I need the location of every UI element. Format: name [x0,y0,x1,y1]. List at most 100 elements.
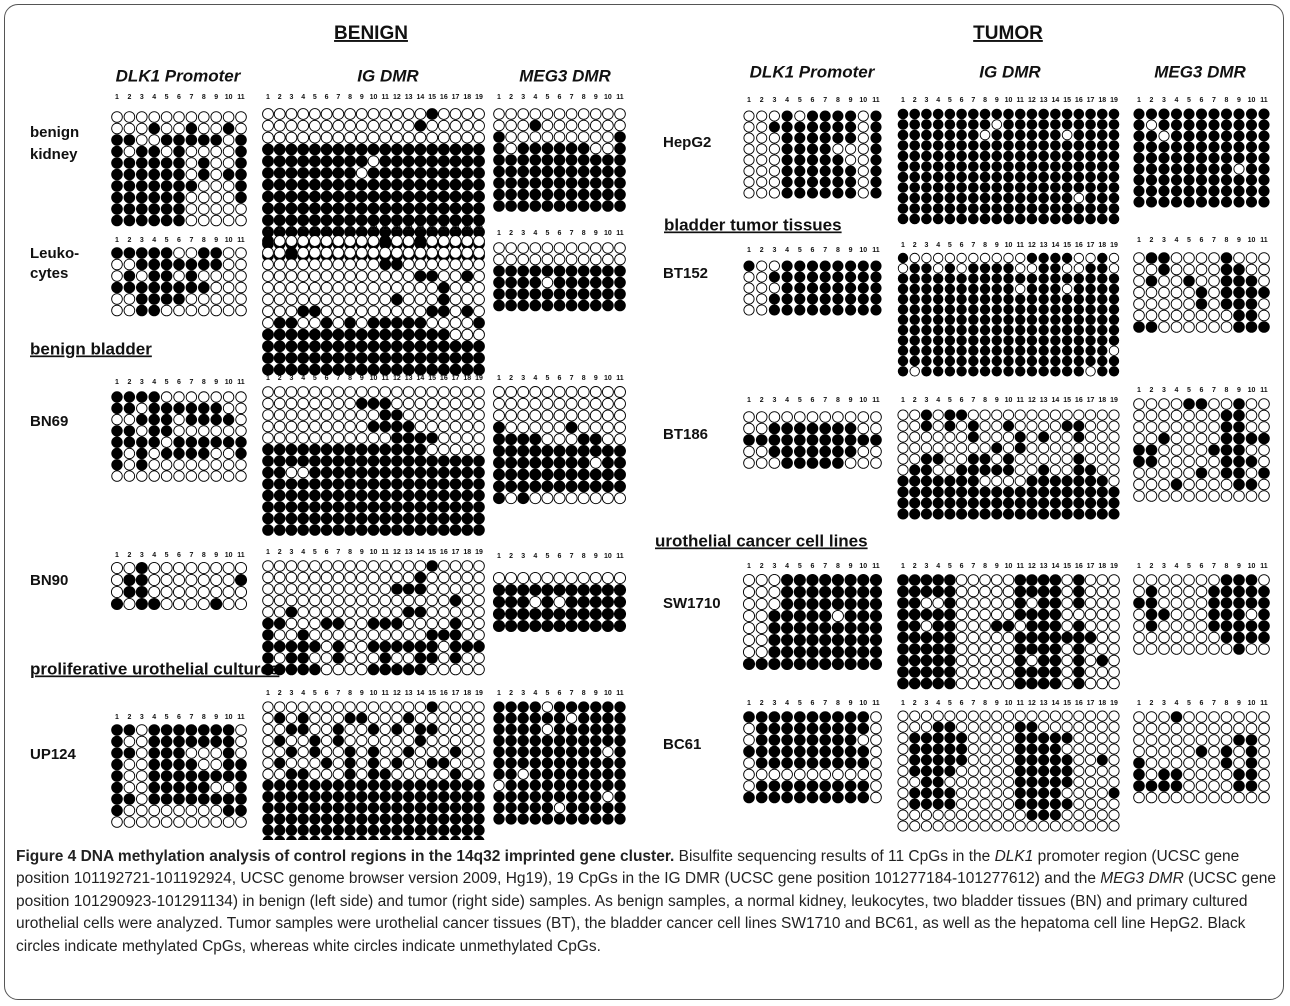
unmethylated-cpg [309,757,321,769]
unmethylated-cpg [449,397,462,410]
unmethylated-cpg [920,597,933,609]
methylated-cpg [1170,711,1183,723]
methylated-cpg [602,154,614,166]
methylated-cpg [819,304,831,316]
methylated-cpg [1003,108,1014,120]
methylated-cpg [979,150,991,162]
methylated-cpg [831,633,844,647]
methylated-cpg [991,294,1002,305]
unmethylated-cpg [1026,654,1038,667]
methylated-cpg [505,746,517,758]
unmethylated-cpg [320,594,333,607]
methylated-cpg [794,734,806,746]
methylated-cpg [1133,455,1145,468]
unmethylated-cpg [920,710,932,722]
unmethylated-cpg [1133,574,1145,586]
methylated-cpg [505,177,517,189]
sample-label: kidney [30,146,78,163]
methylated-cpg [111,180,123,192]
cpg-number: 8 [202,237,206,244]
cpg-number: 11 [1260,563,1268,570]
methylated-cpg [320,167,333,179]
unmethylated-cpg [932,809,944,821]
methylated-cpg [819,597,832,611]
methylated-cpg [379,443,392,456]
cpg-number: 13 [405,549,413,556]
unmethylated-cpg [781,411,793,423]
methylated-cpg [517,165,530,178]
methylated-cpg [1061,171,1073,183]
methylated-cpg [1073,324,1085,336]
unmethylated-cpg [553,409,566,422]
unmethylated-cpg [309,712,321,724]
methylated-cpg [492,607,506,621]
unmethylated-cpg [589,492,602,505]
cpg-number: 7 [971,97,975,104]
unmethylated-cpg [1085,787,1097,799]
unmethylated-cpg [967,631,980,644]
methylated-cpg [379,363,392,376]
methylated-cpg [332,512,345,525]
methylated-cpg [297,489,309,502]
methylated-cpg [806,110,819,122]
methylated-cpg [1003,171,1014,183]
methylated-cpg [403,779,415,792]
unmethylated-cpg [1108,409,1120,421]
unmethylated-cpg [493,386,505,398]
methylated-cpg [309,640,321,653]
methylated-cpg [308,328,321,341]
methylated-cpg [870,304,882,316]
unmethylated-cpg [437,246,450,259]
methylated-cpg [1050,263,1061,274]
methylated-cpg [921,129,932,141]
methylated-cpg [991,273,1002,284]
methylated-cpg [602,165,614,178]
cpg-number: 3 [140,237,144,244]
methylated-cpg [565,200,578,212]
methylated-cpg [781,757,793,769]
methylated-cpg [1096,182,1108,193]
methylated-cpg [473,155,485,168]
methylated-cpg [857,573,870,587]
methylated-cpg [1026,732,1038,744]
unmethylated-cpg [909,820,921,832]
methylated-cpg [932,497,944,509]
methylated-cpg [1049,809,1061,821]
unmethylated-cpg [148,447,160,460]
unmethylated-cpg [1245,490,1258,502]
unmethylated-cpg [1183,643,1195,655]
methylated-cpg [1014,140,1026,151]
region-header: DLK1 Promoter [116,66,242,85]
methylated-cpg [285,824,298,836]
methylated-cpg [367,167,380,179]
unmethylated-cpg [1145,421,1158,433]
methylated-cpg [449,178,462,191]
methylated-cpg [426,178,439,191]
unmethylated-cpg [449,281,462,294]
methylated-cpg [614,154,626,166]
methylated-cpg [332,478,345,490]
methylated-cpg [160,793,173,805]
methylated-cpg [1038,431,1050,443]
methylated-cpg [197,724,210,736]
unmethylated-cpg [262,316,274,329]
cpg-number: 7 [823,247,827,254]
methylated-cpg [967,420,979,432]
methylated-cpg [1183,185,1195,197]
methylated-cpg [391,155,403,168]
methylated-cpg [173,157,185,169]
cpg-number: 10 [225,94,233,101]
methylated-cpg [123,436,136,448]
cpg-number: 2 [127,379,131,386]
methylated-cpg [614,480,626,493]
methylated-cpg [1038,475,1050,487]
methylated-cpg [344,489,356,502]
unmethylated-cpg [1014,420,1026,432]
unmethylated-cpg [222,391,235,403]
methylated-cpg [402,432,415,444]
cpg-number: 9 [1237,563,1241,570]
unmethylated-cpg [1108,743,1120,755]
methylated-cpg [355,202,368,215]
unmethylated-cpg [308,316,321,329]
methylated-cpg [613,583,627,597]
